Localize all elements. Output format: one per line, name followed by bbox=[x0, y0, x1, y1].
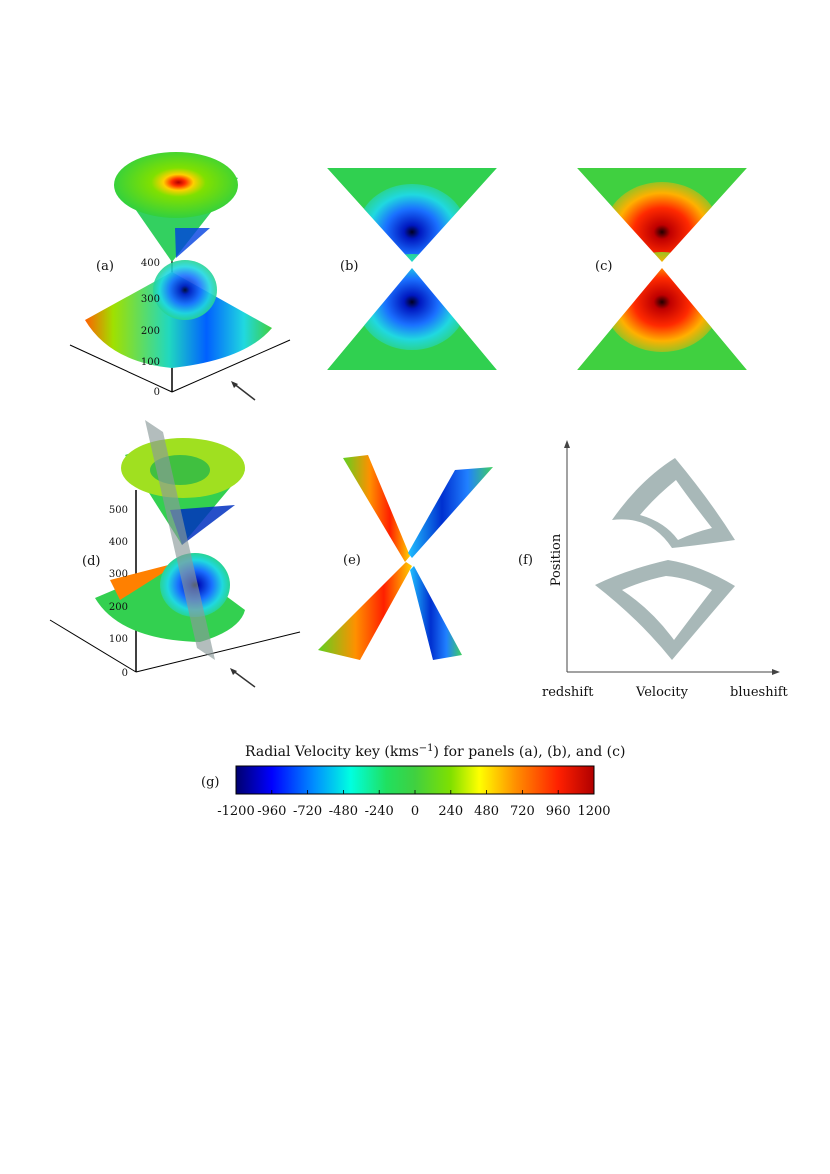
panel-a-ztick: 400 bbox=[141, 258, 160, 269]
panel-e: (e) bbox=[318, 455, 493, 660]
panel-a-upper-blue bbox=[175, 228, 210, 258]
colorkey-tick-label: -720 bbox=[293, 804, 322, 819]
panel-a-x-axis bbox=[69, 344, 173, 393]
panel-f: Position redshift Velocity blueshift (f) bbox=[518, 440, 789, 700]
panel-a-ztick: 100 bbox=[141, 357, 160, 368]
colorkey-tick-label: -1200 bbox=[217, 804, 254, 819]
panel-f-x-arrow bbox=[772, 669, 780, 675]
panel-d: 0 100 200 300 400 500 (d) bbox=[49, 420, 301, 688]
panel-a-ztick: 0 bbox=[154, 387, 160, 398]
panel-d-ztick: 300 bbox=[109, 569, 128, 580]
panel-d-slice-plane bbox=[145, 420, 215, 660]
panel-a-y-axis bbox=[171, 339, 291, 393]
panel-d-arrow-head bbox=[230, 668, 237, 675]
panel-e-label: (e) bbox=[343, 553, 361, 568]
panel-e-upper-left bbox=[343, 455, 410, 562]
colorkey-title: Radial Velocity key (kms−1) for panels (… bbox=[245, 743, 625, 760]
panel-a-arrow-head bbox=[231, 381, 238, 388]
panel-a: 0 100 200 300 400 (a) bbox=[69, 152, 291, 401]
panel-c-label: (c) bbox=[595, 259, 612, 274]
colorkey-ticks: -1200 -960 -720 -480 -240 0 240 480 720 960 1200 bbox=[217, 790, 611, 819]
panel-g-label: (g) bbox=[201, 775, 219, 790]
colorkey-tick-label: 480 bbox=[474, 804, 499, 819]
panel-f-xlabel-right: blueshift bbox=[730, 685, 789, 700]
panel-d-ztick: 200 bbox=[109, 602, 128, 613]
panel-d-lower-red bbox=[110, 562, 180, 600]
colorkey-tick-label: -480 bbox=[329, 804, 358, 819]
colorkey-tick-label: -240 bbox=[365, 804, 394, 819]
colorkey-tick-label: 720 bbox=[510, 804, 535, 819]
panel-b-mask-upper bbox=[327, 168, 497, 265]
panel-a-label: (a) bbox=[96, 259, 114, 274]
colorkey-title-pre: Radial Velocity key (kms bbox=[245, 744, 419, 760]
panel-c: (c) bbox=[577, 168, 747, 370]
colorkey-tick-label: -960 bbox=[257, 804, 286, 819]
panel-a-ztick: 200 bbox=[141, 326, 160, 337]
colorkey-bar bbox=[235, 765, 595, 795]
colorkey-title-sup: −1 bbox=[419, 743, 434, 754]
panel-a-bowl bbox=[114, 152, 238, 218]
panel-d-ztick: 100 bbox=[109, 634, 128, 645]
panel-f-upper-lobe bbox=[612, 458, 735, 548]
panel-e-lower-right bbox=[410, 566, 462, 660]
panel-d-label: (d) bbox=[82, 554, 100, 569]
panel-e-upper-right bbox=[408, 467, 493, 558]
panel-d-y-axis bbox=[135, 631, 301, 673]
panel-a-view-arrow bbox=[232, 382, 256, 401]
panel-a-z-ticks: 0 100 200 300 400 bbox=[141, 258, 160, 398]
panel-b: (b) bbox=[327, 168, 497, 370]
panel-d-x-axis bbox=[49, 619, 137, 673]
panel-d-view-arrow bbox=[231, 669, 256, 688]
panel-c-mask-lower bbox=[577, 265, 747, 370]
panel-d-z-ticks: 0 100 200 300 400 500 bbox=[109, 505, 128, 679]
panel-g-colorkey: Radial Velocity key (kms−1) for panels (… bbox=[201, 743, 625, 819]
panel-a-lower-cone bbox=[85, 272, 272, 368]
panel-a-lower-core bbox=[153, 260, 217, 320]
colorkey-title-post: ) for panels (a), (b), and (c) bbox=[434, 744, 626, 760]
panel-e-lower-left bbox=[318, 562, 412, 660]
panel-f-lower-lobe bbox=[595, 560, 735, 660]
panel-f-y-arrow bbox=[564, 440, 570, 448]
panel-a-ztick: 300 bbox=[141, 294, 160, 305]
panel-f-xlabel-left: redshift bbox=[542, 685, 594, 700]
colorkey-tick-label: 960 bbox=[546, 804, 571, 819]
colorkey-tick-label: 0 bbox=[411, 804, 419, 819]
panel-d-ztick: 0 bbox=[122, 668, 128, 679]
colorkey-tick-label: 1200 bbox=[577, 804, 610, 819]
panel-d-ztick: 500 bbox=[109, 505, 128, 516]
colorkey-tick-label: 240 bbox=[438, 804, 463, 819]
panel-f-ylabel: Position bbox=[549, 533, 564, 586]
panel-f-xlabel-mid: Velocity bbox=[635, 685, 689, 700]
panel-d-ztick: 400 bbox=[109, 537, 128, 548]
panel-f-label: (f) bbox=[518, 553, 533, 568]
panel-b-mask-lower bbox=[327, 265, 497, 370]
panel-b-label: (b) bbox=[340, 259, 358, 274]
panel-c-mask-upper bbox=[577, 168, 747, 265]
